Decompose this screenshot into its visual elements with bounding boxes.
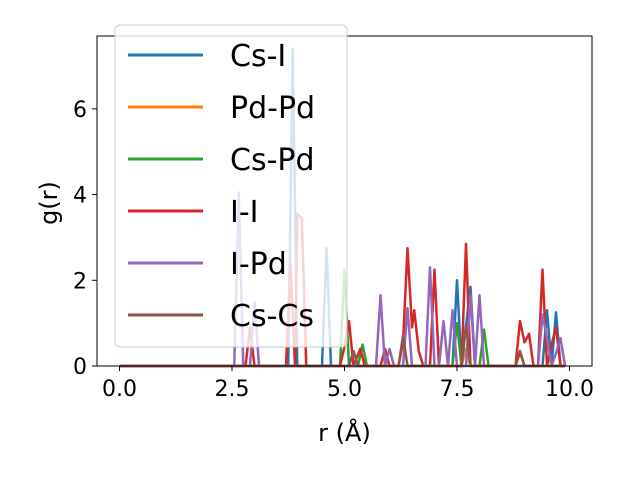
x-tick-label: 10.0 — [545, 377, 594, 402]
legend-label-i-pd: I-Pd — [230, 247, 287, 282]
legend-label-i-i: I-I — [230, 195, 259, 230]
y-tick-label: 4 — [73, 184, 87, 209]
legend: Cs-I Pd-Pd Cs-Pd I-I I-Pd Cs-Cs — [114, 24, 348, 348]
x-tick-label: 2.5 — [215, 377, 250, 402]
legend-label-cs-pd: Cs-Pd — [230, 143, 315, 178]
x-tick-label: 0.0 — [102, 377, 137, 402]
legend-label-cs-i: Cs-I — [230, 39, 286, 74]
x-axis-label: r (Å) — [318, 418, 371, 447]
y-tick-label: 6 — [73, 98, 87, 123]
y-tick-label: 0 — [73, 355, 87, 380]
y-axis-label: g(r) — [35, 181, 63, 225]
y-tick-label: 2 — [73, 269, 87, 294]
legend-label-pd-pd: Pd-Pd — [230, 91, 315, 126]
legend-label-cs-cs: Cs-Cs — [230, 299, 314, 334]
x-tick-label: 7.5 — [440, 377, 475, 402]
x-tick-label: 5.0 — [327, 377, 362, 402]
ticks-layer: 0.0 2.5 5.0 7.5 10.0 0 2 4 6 — [73, 98, 594, 402]
